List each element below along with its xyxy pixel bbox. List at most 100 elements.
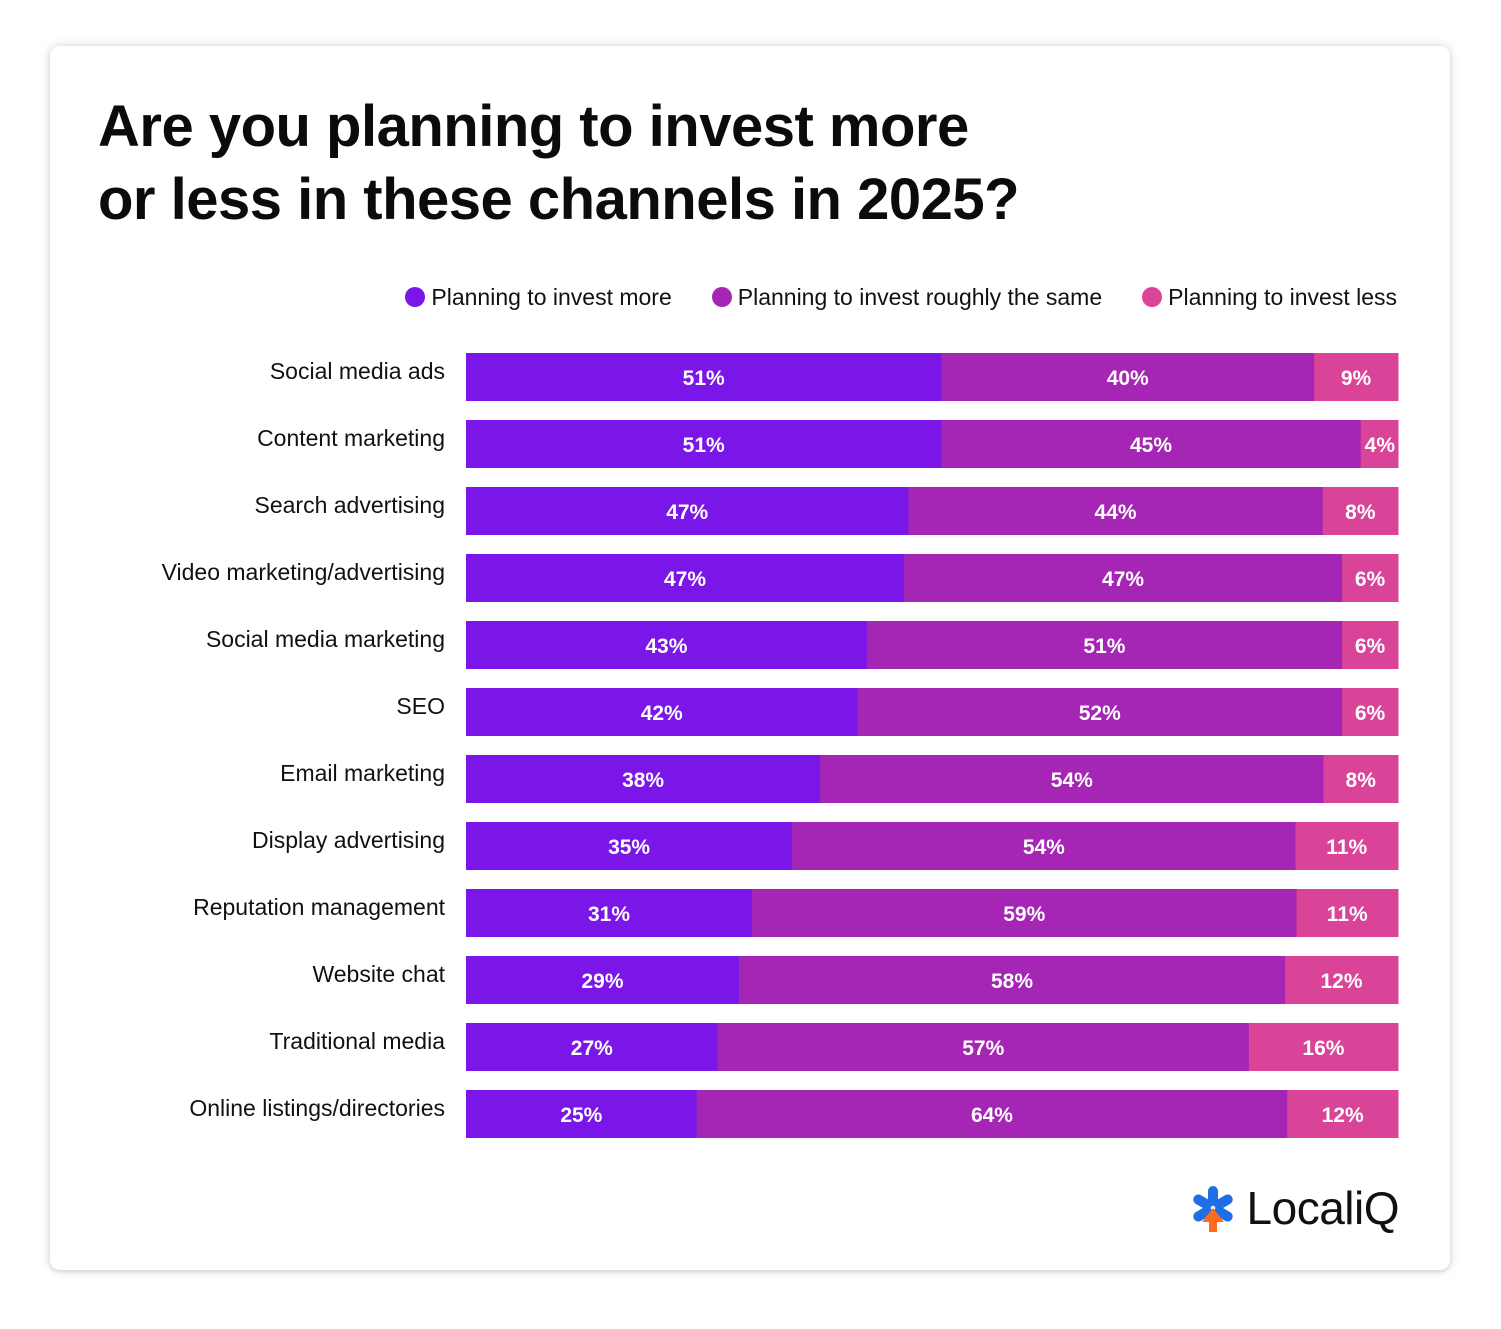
bar-segment-less [1342,621,1399,669]
bar-segment-same [941,353,1315,401]
bar-value-label: 47% [1102,568,1144,591]
bar-segment-same [820,755,1324,803]
chart-title-line-1: Are you planning to invest more [98,94,969,159]
bar-segment-more [466,487,909,535]
bar-segment-less [1314,353,1399,401]
legend-label-less: Planning to invest less [1168,283,1397,310]
bar-value-label: 47% [664,568,706,591]
bar-value-label: 51% [683,367,725,390]
legend-swatch-same [711,287,732,307]
category-label: Email marketing [280,760,445,786]
bar-value-label: 64% [971,1104,1013,1127]
bar-segment-more [466,889,753,937]
bar-value-label: 42% [641,702,683,725]
bar-segment-more [466,1090,698,1138]
bar-value-label: 40% [1107,367,1149,390]
bar-value-label: 25% [560,1104,602,1127]
category-label: Traditional media [269,1028,445,1054]
bar-value-label: 16% [1302,1037,1344,1060]
bar-segment-less [1248,1023,1399,1071]
bar-segment-same [752,889,1297,937]
category-label: Website chat [312,961,445,987]
localiq-asterisk-icon [1192,1186,1233,1232]
chart-legend: Planning to invest more Planning to inve… [405,282,1397,312]
category-label: Social media ads [270,358,445,384]
bar-value-label: 12% [1322,1104,1364,1127]
bar-value-label: 29% [581,970,623,993]
bar-segment-less [1295,822,1399,870]
chart-title: Are you planning to invest more or less … [98,90,1198,236]
category-label: Online listings/directories [189,1095,445,1121]
bar-value-label: 43% [645,635,687,658]
legend-label-same: Planning to invest roughly the same [737,283,1103,310]
bar-segment-same [696,1090,1288,1138]
bar-segment-less [1296,889,1399,937]
bar-value-label: 47% [666,501,708,524]
bar-value-label: 44% [1095,501,1137,524]
bar-segment-same [857,688,1343,736]
bar-segment-same [866,621,1343,669]
bar-value-label: 59% [1003,903,1045,926]
legend-item-more: Planning to invest more [405,283,672,311]
bar-value-label: 11% [1327,903,1368,926]
bar-segment-same [941,420,1362,468]
bar-segment-less [1360,420,1399,468]
bar-value-label: 8% [1346,769,1377,792]
bar-value-label: 52% [1079,702,1121,725]
bar-value-label: 6% [1355,702,1386,725]
category-label: SEO [396,693,445,719]
legend-swatch-more [405,287,426,307]
bar-segment-more [466,1023,719,1071]
bar-value-label: 58% [991,970,1033,993]
bar-value-label: 27% [571,1037,613,1060]
bar-segment-more [466,688,858,736]
bar-segment-same [792,822,1296,870]
bar-segment-less [1323,755,1399,803]
bar-segment-same [717,1023,1250,1071]
bar-value-label: 11% [1326,836,1367,859]
localiq-logo-text: LocaliQ [1246,1182,1400,1234]
bar-segment-more [466,353,942,401]
category-label: Reputation management [193,894,445,920]
bar-value-label: 54% [1051,769,1093,792]
bar-value-label: 4% [1365,434,1396,457]
bar-value-label: 35% [608,836,650,859]
bar-segment-less [1322,487,1399,535]
bar-value-label: 45% [1130,434,1172,457]
bar-value-label: 54% [1023,836,1065,859]
legend-swatch-less [1142,287,1163,307]
bar-value-label: 6% [1355,568,1386,591]
bar-value-label: 57% [962,1037,1004,1060]
bar-segment-less [1287,1090,1399,1138]
legend-item-less: Planning to invest less [1142,284,1397,311]
bar-segment-more [466,956,740,1004]
bar-value-label: 9% [1341,367,1372,390]
bar-segment-more [466,755,821,803]
bar-segment-same [739,956,1286,1004]
category-label: Social media marketing [206,626,445,652]
bar-value-label: 8% [1345,501,1376,524]
category-label: Content marketing [257,425,445,451]
category-label: Search advertising [255,492,446,518]
bar-value-label: 51% [1083,635,1125,658]
category-label: Display advertising [252,827,445,853]
chart-title-line-2: or less in these channels in 2025? [98,167,1020,232]
bar-value-label: 38% [622,769,664,792]
category-label: Video marketing/advertising [162,559,445,585]
bar-segment-less [1285,956,1399,1004]
bar-segment-more [466,420,942,468]
bar-segment-less [1342,554,1399,602]
bar-segment-less [1342,688,1399,736]
legend-item-same: Planning to invest roughly the same [711,283,1103,311]
bar-segment-same [904,554,1343,602]
bar-value-label: 12% [1320,970,1362,993]
bar-segment-more [466,621,868,669]
legend-label-more: Planning to invest more [431,283,672,310]
bar-value-label: 51% [683,434,725,457]
bar-segment-same [908,487,1324,535]
bar-value-label: 31% [588,903,630,926]
bar-segment-more [466,822,793,870]
localiq-logo: LocaliQ [1189,1180,1400,1236]
bar-value-label: 6% [1355,635,1386,658]
